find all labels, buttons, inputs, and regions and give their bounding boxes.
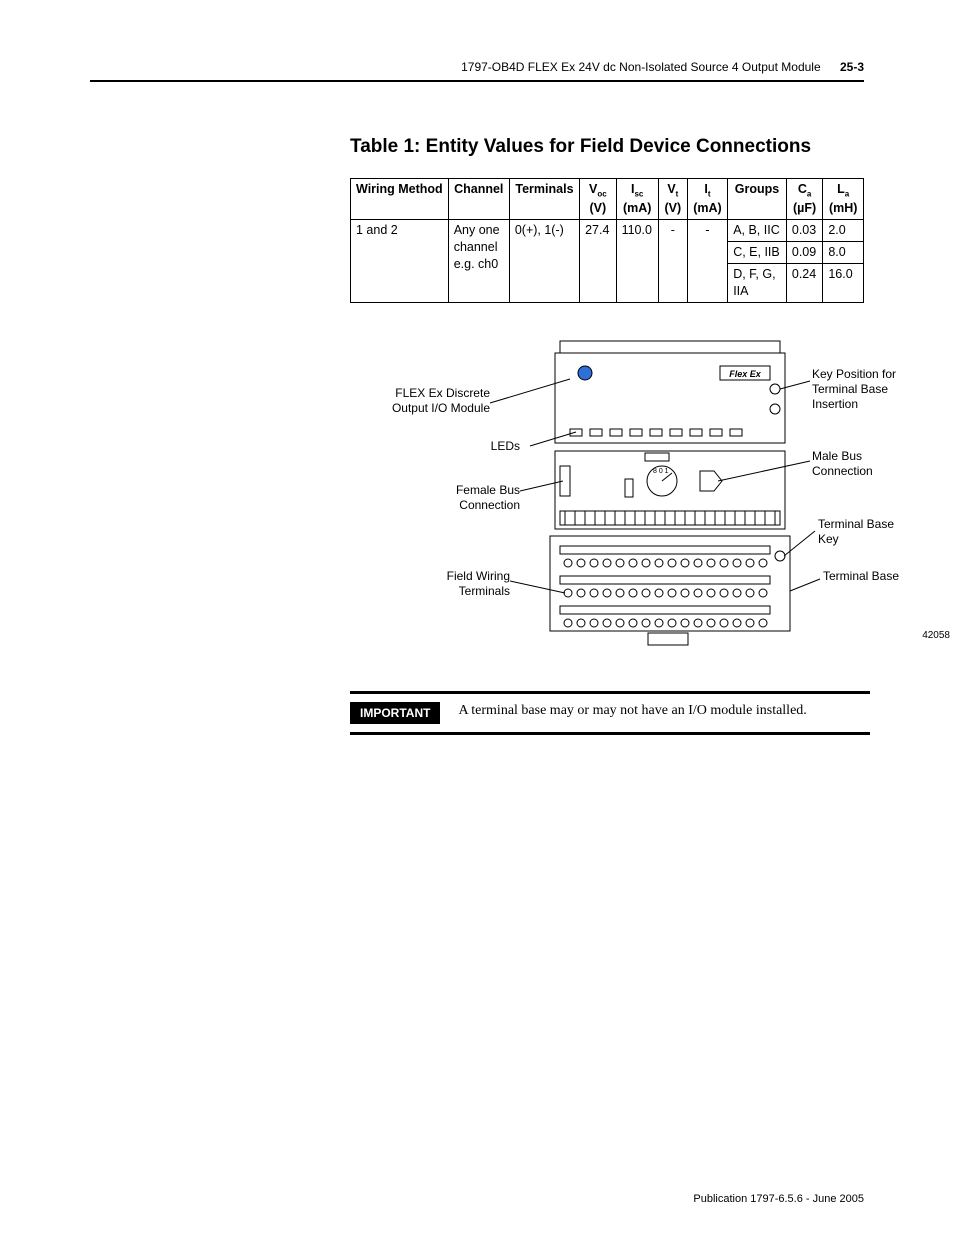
cell-terminals: 0(+), 1(-) (509, 220, 579, 303)
chapter-number: 25-3 (840, 60, 864, 74)
important-badge: IMPORTANT (350, 702, 440, 724)
table-title: Table 1: Entity Values for Field Device … (350, 136, 864, 158)
cell-ca: 0.24 (786, 263, 822, 302)
entity-values-table: Wiring Method Channel Terminals Voc (V) … (350, 178, 864, 303)
cell-wiring: 1 and 2 (351, 220, 449, 303)
cell-group: D, F, G, IIA (728, 263, 787, 302)
col-groups: Groups (728, 179, 787, 220)
cell-la: 2.0 (823, 220, 864, 242)
col-channel: Channel (448, 179, 509, 220)
cell-vt: - (658, 220, 687, 303)
important-text: A terminal base may or may not have an I… (458, 702, 806, 721)
cell-ca: 0.09 (786, 242, 822, 264)
col-voc: Voc (V) (580, 179, 616, 220)
cell-it: - (687, 220, 727, 303)
svg-text:8 0 1: 8 0 1 (653, 468, 669, 475)
table-header-row: Wiring Method Channel Terminals Voc (V) … (351, 179, 864, 220)
page-header: 1797-OB4D FLEX Ex 24V dc Non-Isolated So… (90, 60, 864, 82)
cell-ca: 0.03 (786, 220, 822, 242)
col-it: It (mA) (687, 179, 727, 220)
col-terminals: Terminals (509, 179, 579, 220)
label-base-key: Terminal Base Key (818, 517, 908, 547)
label-key-position: Key Position for Terminal Base Insertion (812, 367, 922, 412)
cell-group: A, B, IIC (728, 220, 787, 242)
col-vt: Vt (V) (658, 179, 687, 220)
label-male-bus: Male Bus Connection (812, 449, 912, 479)
col-ca: Ca (µF) (786, 179, 822, 220)
table-row: 1 and 2 Any one channel e.g. ch0 0(+), 1… (351, 220, 864, 242)
cell-voc: 27.4 (580, 220, 616, 303)
cell-group: C, E, IIB (728, 242, 787, 264)
cell-channel: Any one channel e.g. ch0 (448, 220, 509, 303)
cell-la: 16.0 (823, 263, 864, 302)
label-female-bus: Female Bus Connection (420, 483, 520, 513)
label-field-wiring: Field Wiring Terminals (420, 569, 510, 599)
label-module: FLEX Ex Discrete Output I/O Module (390, 386, 490, 416)
cell-la: 8.0 (823, 242, 864, 264)
module-diagram: Flex Ex (400, 331, 870, 661)
col-isc: Isc (mA) (616, 179, 658, 220)
figure-number: 42058 (922, 630, 950, 641)
page-footer: Publication 1797-6.5.6 - June 2005 (693, 1193, 864, 1205)
label-terminal-base: Terminal Base (823, 569, 903, 584)
logo-text: Flex Ex (729, 369, 762, 379)
col-wiring: Wiring Method (351, 179, 449, 220)
important-callout: IMPORTANT A terminal base may or may not… (350, 691, 870, 735)
cell-isc: 110.0 (616, 220, 658, 303)
col-la: La (mH) (823, 179, 864, 220)
doc-title: 1797-OB4D FLEX Ex 24V dc Non-Isolated So… (461, 60, 821, 74)
label-leds: LEDs (460, 439, 520, 454)
